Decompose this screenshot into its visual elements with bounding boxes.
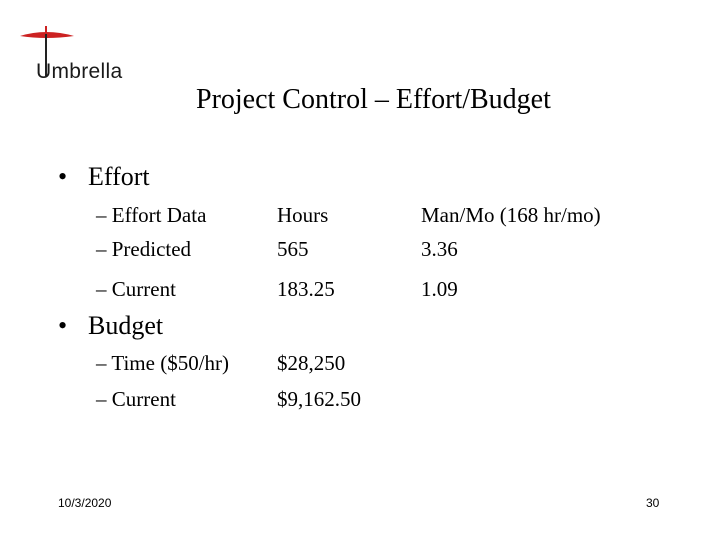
page-number: 30 xyxy=(646,496,660,510)
effort-row-col2: Man/Mo (168 hr/mo) xyxy=(421,203,601,227)
budget-row-value: $28,250 xyxy=(277,351,346,375)
footer-date: 10/3/2020 xyxy=(58,496,112,510)
budget-heading-text: Budget xyxy=(88,311,164,340)
effort-row-label: – Predicted xyxy=(96,237,192,261)
logo-text: Umbrella xyxy=(36,60,123,83)
effort-row-col2: 1.09 xyxy=(421,277,458,301)
budget-heading: • Budget xyxy=(58,311,164,340)
effort-row-col1: 565 xyxy=(277,237,309,261)
effort-row-col2: 3.36 xyxy=(421,237,458,261)
effort-row-col1: 183.25 xyxy=(277,277,335,301)
budget-row-label: – Time ($50/hr) xyxy=(96,351,230,375)
effort-row-label: – Current xyxy=(96,277,176,301)
budget-row-value: $9,162.50 xyxy=(277,387,361,411)
effort-row-label: – Effort Data xyxy=(96,203,207,227)
effort-row-col1: Hours xyxy=(277,203,329,227)
effort-heading: • Effort xyxy=(58,162,150,191)
umbrella-icon xyxy=(20,26,74,76)
page-title: Project Control – Effort/Budget xyxy=(196,84,551,115)
umbrella-logo xyxy=(18,26,138,90)
budget-row-label: – Current xyxy=(96,387,176,411)
effort-heading-text: Effort xyxy=(88,162,150,191)
